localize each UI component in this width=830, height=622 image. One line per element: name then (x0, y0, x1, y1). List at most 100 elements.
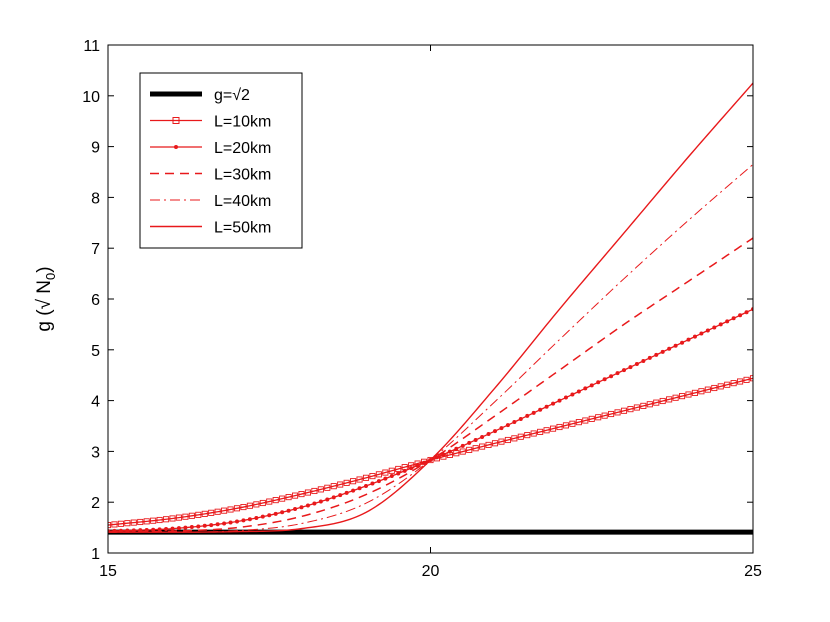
legend-item: L=50km (150, 220, 271, 237)
series-line (108, 82, 753, 533)
series-marker (556, 423, 563, 431)
series-marker (718, 322, 723, 327)
series-marker (692, 334, 697, 339)
series-marker (215, 522, 220, 527)
series-marker (137, 518, 144, 526)
series-4 (108, 237, 753, 533)
series-marker (517, 433, 524, 440)
series-marker (292, 492, 299, 499)
series-marker (182, 513, 189, 520)
legend-label: L=20km (214, 140, 271, 157)
series-marker (737, 378, 744, 385)
series-marker (389, 474, 394, 479)
series-marker (743, 376, 750, 383)
series-marker (582, 417, 589, 424)
series-marker (653, 399, 660, 406)
x-tick-label: 20 (422, 563, 440, 580)
series-marker (562, 422, 569, 429)
series-marker (596, 380, 601, 385)
series-marker (143, 518, 150, 525)
y-tick-label: 6 (91, 292, 100, 309)
series-marker (473, 437, 478, 442)
series-2 (108, 375, 753, 529)
series-marker (627, 406, 634, 413)
series-marker (356, 476, 363, 483)
series-marker (447, 449, 452, 454)
series-marker (227, 506, 234, 513)
series-marker (563, 395, 568, 400)
series-marker (628, 365, 633, 370)
series-marker (730, 380, 737, 387)
series-marker (647, 355, 652, 360)
series-marker (202, 523, 207, 528)
series-marker (324, 484, 331, 491)
series-marker (491, 440, 499, 447)
series-marker (621, 368, 626, 373)
series-marker (498, 438, 505, 445)
legend-label: g=√2 (214, 87, 250, 104)
series-marker (117, 520, 124, 527)
y-tick-label: 5 (91, 343, 100, 360)
series-marker (543, 427, 550, 434)
series-marker (673, 343, 678, 348)
legend-item: g=√2 (150, 87, 250, 104)
series-marker (286, 508, 291, 513)
series-marker (472, 445, 479, 452)
series-marker (247, 517, 252, 522)
series-marker (705, 328, 710, 333)
series-marker (595, 414, 602, 421)
series-marker (221, 507, 228, 514)
legend-label: L=40km (214, 193, 271, 210)
series-marker (434, 455, 439, 460)
series-marker (298, 491, 305, 498)
series-marker (531, 410, 536, 415)
series-marker (654, 352, 659, 357)
series-marker (162, 516, 170, 523)
series-marker (235, 519, 240, 524)
series-marker (717, 383, 724, 390)
series-marker (666, 396, 673, 403)
series-marker (344, 490, 349, 495)
series-marker (698, 388, 705, 395)
series-marker (350, 478, 357, 485)
series-marker (575, 419, 582, 426)
series-marker (537, 428, 544, 435)
series-marker (511, 435, 518, 442)
series-marker (150, 517, 157, 524)
series-marker (518, 416, 523, 421)
y-tick-label: 7 (91, 241, 100, 258)
series-marker (318, 499, 323, 504)
series-marker (459, 448, 466, 455)
series-marker (570, 392, 575, 397)
y-tick-label: 2 (91, 495, 100, 512)
series-marker (253, 501, 260, 508)
series-marker (369, 473, 376, 480)
series-marker (267, 513, 272, 518)
series-marker (375, 471, 382, 478)
series-marker (130, 519, 137, 526)
series-marker (685, 391, 692, 398)
series-marker (525, 413, 530, 418)
legend-label: L=10km (214, 114, 271, 131)
series-marker (304, 489, 312, 496)
series-marker (589, 383, 594, 388)
series-marker (312, 501, 317, 506)
series-marker (460, 443, 465, 448)
series-marker (196, 524, 201, 529)
series-marker (362, 474, 370, 481)
series-marker (330, 483, 337, 490)
series-marker (614, 409, 621, 416)
series-marker (183, 525, 188, 530)
series-marker (208, 509, 215, 516)
series-marker (724, 381, 731, 388)
series-marker (620, 407, 628, 414)
y-tick-label: 10 (82, 89, 100, 106)
series-marker (738, 313, 743, 318)
y-tick-label: 8 (91, 190, 100, 207)
series-marker (233, 505, 241, 512)
series-marker (641, 358, 646, 363)
series-marker (240, 503, 247, 511)
series-marker (634, 362, 639, 367)
series-marker (659, 397, 666, 405)
